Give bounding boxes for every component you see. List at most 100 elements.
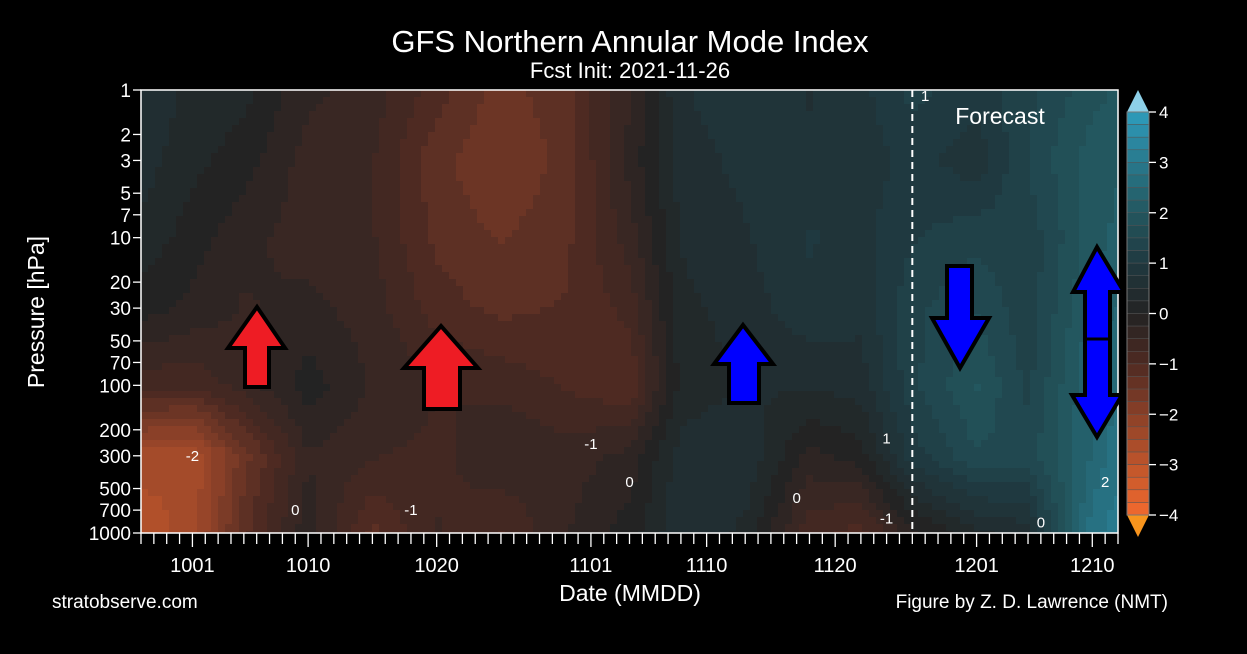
heat-cell xyxy=(169,125,177,133)
heat-cell xyxy=(239,426,247,434)
heat-cell xyxy=(365,188,373,196)
heat-cell xyxy=(435,111,443,119)
heat-cell xyxy=(680,356,688,364)
heat-cell xyxy=(141,230,149,238)
heat-cell xyxy=(267,503,275,511)
heat-cell xyxy=(547,489,555,497)
heat-cell xyxy=(414,132,422,140)
heat-cell xyxy=(400,195,408,203)
heat-cell xyxy=(295,132,303,140)
heat-cell xyxy=(575,139,583,147)
heat-cell xyxy=(225,328,233,336)
heat-cell xyxy=(379,104,387,112)
heat-cell xyxy=(638,216,646,224)
heat-cell xyxy=(666,433,674,441)
heat-cell xyxy=(232,384,240,392)
heat-cell xyxy=(386,510,394,518)
heat-cell xyxy=(519,503,527,511)
heat-cell xyxy=(498,307,506,315)
heat-cell xyxy=(274,167,282,175)
heat-cell xyxy=(638,237,646,245)
heat-cell xyxy=(211,335,219,343)
heat-cell xyxy=(449,90,457,98)
heat-cell xyxy=(239,258,247,266)
heat-cell xyxy=(512,223,520,231)
heat-cell xyxy=(218,167,226,175)
heat-cell xyxy=(561,503,569,511)
heat-cell xyxy=(309,223,317,231)
heat-cell xyxy=(323,237,331,245)
heat-cell xyxy=(638,244,646,252)
heat-cell xyxy=(386,433,394,441)
heat-cell xyxy=(274,363,282,371)
heat-cell xyxy=(267,230,275,238)
heat-cell xyxy=(169,349,177,357)
heat-cell xyxy=(449,216,457,224)
heat-cell xyxy=(561,489,569,497)
heat-cell xyxy=(323,174,331,182)
heat-cell xyxy=(533,370,541,378)
heat-cell xyxy=(141,237,149,245)
heat-cell xyxy=(386,363,394,371)
heat-cell xyxy=(491,342,499,350)
heat-cell xyxy=(253,223,261,231)
heat-cell xyxy=(477,384,485,392)
heat-cell xyxy=(617,503,625,511)
heat-cell xyxy=(498,356,506,364)
heat-cell xyxy=(533,251,541,259)
heat-cell xyxy=(547,426,555,434)
heat-cell xyxy=(477,489,485,497)
heat-cell xyxy=(407,321,415,329)
heat-cell xyxy=(666,503,674,511)
heat-cell xyxy=(183,342,191,350)
heat-cell xyxy=(288,475,296,483)
heat-cell xyxy=(463,244,471,252)
heat-cell xyxy=(414,524,422,532)
heat-cell xyxy=(533,447,541,455)
heat-cell xyxy=(526,160,534,168)
heat-cell xyxy=(323,160,331,168)
heat-cell xyxy=(449,412,457,420)
heat-cell xyxy=(463,300,471,308)
heat-cell xyxy=(365,503,373,511)
heat-cell xyxy=(519,300,527,308)
heat-cell xyxy=(232,433,240,441)
heat-cell xyxy=(260,132,268,140)
heat-cell xyxy=(183,391,191,399)
heat-cell xyxy=(232,419,240,427)
heat-cell xyxy=(232,461,240,469)
heat-cell xyxy=(351,118,359,126)
heat-cell xyxy=(624,328,632,336)
heat-cell xyxy=(463,209,471,217)
heat-cell xyxy=(400,426,408,434)
heat-cell xyxy=(491,251,499,259)
heat-cell xyxy=(393,216,401,224)
heat-cell xyxy=(617,265,625,273)
heat-cell xyxy=(526,307,534,315)
heat-cell xyxy=(659,265,667,273)
heat-cell xyxy=(589,454,597,462)
heat-cell xyxy=(575,286,583,294)
heat-cell xyxy=(197,279,205,287)
heat-cell xyxy=(148,181,156,189)
heat-cell xyxy=(274,132,282,140)
heat-cell xyxy=(260,244,268,252)
heat-cell xyxy=(309,118,317,126)
heat-cell xyxy=(211,244,219,252)
heat-cell xyxy=(673,426,681,434)
heat-cell xyxy=(288,398,296,406)
heat-cell xyxy=(358,244,366,252)
heat-cell xyxy=(337,223,345,231)
heat-cell xyxy=(575,496,583,504)
heat-cell xyxy=(155,475,163,483)
heat-cell xyxy=(141,167,149,175)
heat-cell xyxy=(246,174,254,182)
heat-cell xyxy=(183,111,191,119)
heat-cell xyxy=(141,223,149,231)
heat-cell xyxy=(400,328,408,336)
heat-cell xyxy=(302,405,310,413)
heat-cell xyxy=(610,153,618,161)
heat-cell xyxy=(589,510,597,518)
heat-cell xyxy=(547,321,555,329)
heat-cell xyxy=(533,118,541,126)
